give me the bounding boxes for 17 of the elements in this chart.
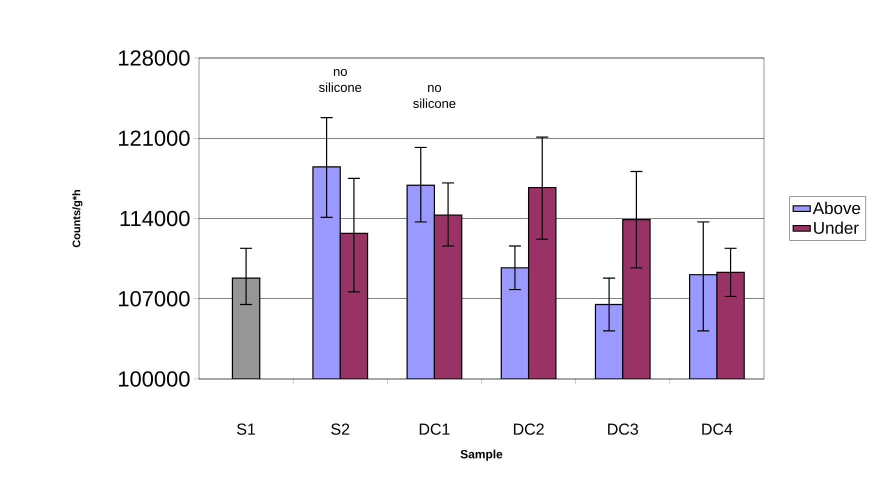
y-axis-title: Counts/g*h [72, 190, 83, 248]
y-tick-label: 128000 [119, 50, 190, 66]
y-tick-label: 121000 [119, 130, 190, 146]
y-tick-label: 114000 [120, 210, 190, 226]
x-tick-label: DC1 [420, 424, 450, 435]
x-tick-label: S1 [237, 424, 256, 435]
x-tick-label: DC2 [514, 424, 544, 435]
x-tick-label: DC3 [608, 424, 638, 435]
legend-label: Above [812, 202, 860, 214]
legend-label: Under [814, 221, 859, 234]
y-tick-label: 107000 [119, 290, 190, 307]
annotation: no silicone [413, 85, 456, 108]
annotation: no silicone [319, 68, 362, 92]
x-axis-title: Sample [460, 450, 502, 461]
x-tick-label: S2 [331, 424, 350, 435]
x-tick-label: DC4 [702, 424, 732, 435]
y-tick-label: 100000 [119, 371, 190, 387]
